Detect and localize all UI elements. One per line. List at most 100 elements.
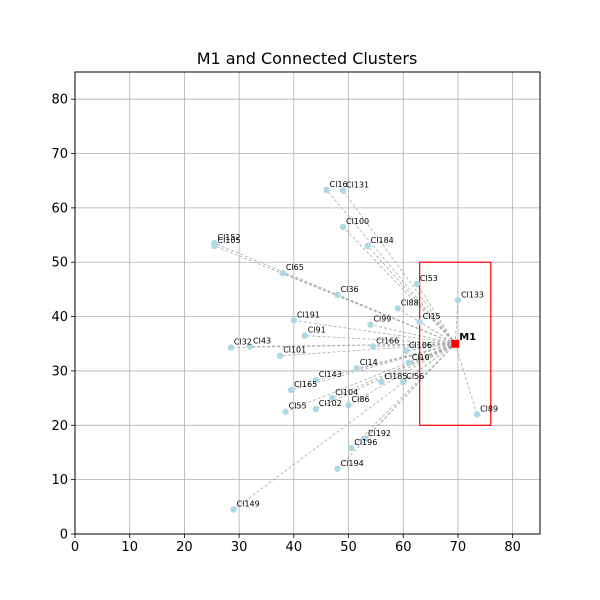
hub-label: M1 (459, 332, 476, 343)
point-cl55 (282, 408, 289, 415)
y-tick-label: 10 (51, 473, 68, 488)
point-label-cl166: Cl166 (376, 336, 399, 345)
grid (74, 72, 540, 535)
point-label-cl55: Cl55 (289, 402, 307, 411)
point-cl86 (345, 401, 352, 409)
point-label-cl14: Cl14 (360, 358, 378, 367)
point-cl16 (323, 186, 330, 194)
edge-cl184 (367, 245, 456, 345)
edge-cl43 (250, 343, 456, 347)
point-cl10 (405, 359, 412, 366)
point-label-cl101: Cl101 (283, 346, 306, 355)
point-label-cl36: Cl36 (341, 285, 359, 294)
point-label-cl131: Cl131 (346, 180, 369, 189)
edge-cl102 (315, 343, 456, 410)
edge-cl165 (290, 343, 456, 391)
point-label-cl10: Cl10 (412, 353, 430, 362)
edge-cl131 (342, 190, 456, 345)
point-cl184 (364, 242, 371, 250)
point-cl106 (402, 347, 410, 355)
point-label-cl184: Cl184 (371, 236, 394, 245)
highlight-box-layer (419, 261, 492, 426)
point-cl14 (353, 365, 360, 372)
edge-cl166 (373, 343, 456, 347)
point-cl88 (394, 305, 401, 312)
point-label-cl152: Cl152 (218, 233, 241, 242)
edge-cl191 (293, 319, 456, 345)
edge-cl101 (280, 343, 456, 357)
x-tick-label: 20 (176, 540, 193, 555)
edge-cl104 (331, 343, 456, 399)
point-label-cl16: Cl16 (330, 180, 348, 189)
edge-cl91 (304, 335, 456, 345)
x-tick-label: 40 (286, 540, 303, 555)
y-tick-label: 0 (60, 528, 68, 543)
edge-cl133 (454, 300, 459, 344)
edge-cl143 (315, 343, 456, 381)
point-cl196 (348, 444, 355, 452)
x-tick-label: 30 (231, 540, 248, 555)
point-cl102 (312, 405, 319, 413)
point-cl101 (276, 352, 284, 359)
point-label-cl143: Cl143 (319, 370, 342, 379)
edge-cl196 (350, 343, 456, 449)
x-tick-label: 80 (504, 540, 521, 555)
axis-ticks: 0 10 20 30 40 50 60 70 80 0 10 20 30 40 50 60 70 80 (51, 93, 520, 555)
x-tick-label: 10 (121, 540, 138, 555)
point-label-cl65: Cl65 (286, 263, 304, 272)
edge-cl194 (337, 343, 456, 470)
y-tick-label: 40 (51, 310, 68, 325)
point-label-cl104: Cl104 (335, 388, 358, 397)
point-cl149 (230, 506, 237, 513)
point-label-cl86: Cl86 (352, 395, 370, 404)
point-label-cl99: Cl99 (373, 315, 391, 324)
point-cl192 (361, 435, 369, 443)
x-tick-label: 0 (71, 540, 79, 555)
hub-marker-m1 (451, 339, 460, 348)
point-label-cl88: Cl88 (401, 298, 419, 307)
point-cl43 (246, 343, 254, 350)
edge-cl105 (214, 245, 456, 345)
edge-cl149 (233, 343, 456, 510)
point-label-cl89: Cl89 (480, 404, 498, 413)
point-cl133 (454, 297, 462, 304)
point-label-cl15: Cl15 (423, 312, 441, 321)
y-tick-label: 50 (51, 256, 68, 271)
point-cl56 (400, 378, 407, 386)
point-label-cl32: Cl32 (234, 338, 252, 347)
point-cl99 (367, 321, 374, 328)
point-cl91 (301, 332, 308, 339)
edge-cl89 (454, 343, 478, 415)
edge-cl36 (337, 294, 456, 345)
point-cl143 (312, 376, 319, 384)
point-label-cl43: Cl43 (253, 336, 271, 345)
y-tick-label: 70 (51, 147, 68, 162)
point-cl53 (413, 280, 421, 288)
point-label-cl192: Cl192 (368, 429, 391, 438)
point-cl166 (369, 343, 377, 350)
chart-title: M1 and Connected Clusters (197, 49, 418, 68)
plot-frame (74, 71, 541, 535)
edge-cl53 (416, 283, 456, 344)
point-label-cl196: Cl196 (354, 438, 377, 447)
x-tick-label: 70 (450, 540, 467, 555)
point-label-cl165: Cl165 (294, 380, 317, 389)
point-cl191 (290, 317, 298, 324)
edge-cl16 (326, 189, 456, 345)
point-label-cl133: Cl133 (461, 290, 484, 299)
point-label-cl185: Cl185 (384, 372, 407, 381)
point-cl185 (378, 378, 385, 386)
point-cl32 (227, 344, 235, 351)
edge-cl106 (405, 343, 456, 352)
x-tick-label: 60 (395, 540, 412, 555)
point-label-cl106: Cl106 (409, 341, 432, 350)
edge-cl185 (381, 343, 456, 383)
y-tick-label: 80 (51, 93, 68, 108)
point-cl105 (211, 242, 218, 250)
point-cl194 (334, 465, 341, 472)
edge-cl55 (285, 343, 456, 413)
point-cl131 (339, 187, 347, 194)
edge-cl86 (348, 343, 456, 406)
